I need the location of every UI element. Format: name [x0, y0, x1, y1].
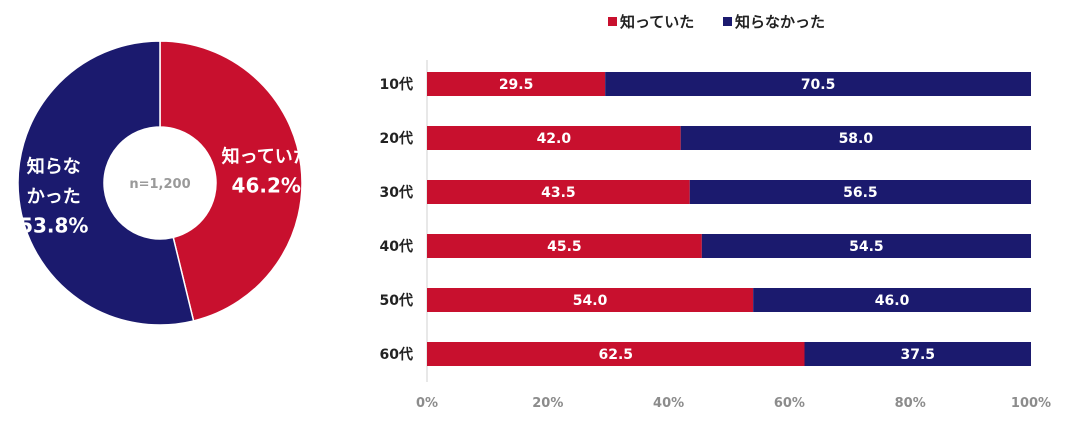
bar-label-0-0: 29.5 [499, 77, 534, 93]
donut-slice-label-0: 知っていた [222, 145, 311, 167]
category-label-0: 10代 [380, 76, 413, 93]
donut-slice-0 [159, 40, 303, 322]
bar-label-1-2: 56.5 [843, 185, 878, 201]
bar-label-0-3: 45.5 [547, 239, 582, 255]
bar-1-4 [753, 288, 1031, 312]
bar-1-5 [804, 342, 1031, 366]
category-label-1: 20代 [380, 130, 413, 147]
legend-swatch-0 [608, 17, 617, 26]
donut-slice-value-1: 53.8% [19, 214, 88, 238]
bar-1-2 [689, 180, 1031, 204]
bar-label-0-2: 43.5 [541, 185, 576, 201]
x-tick-label-2: 40% [653, 396, 684, 411]
donut-slice-1 [17, 40, 195, 326]
donut-slice-value-0: 46.2% [232, 173, 301, 197]
bar-0-0 [427, 72, 606, 96]
x-tick-label-1: 20% [532, 396, 563, 411]
bar-1-3 [701, 234, 1031, 258]
legend-label-1: 知らなかった [735, 13, 825, 31]
x-tick-label-5: 100% [1011, 396, 1051, 411]
category-label-4: 50代 [380, 292, 413, 309]
donut-center-label: n=1,200 [129, 177, 190, 192]
legend-label-0: 知っていた [620, 13, 694, 31]
x-tick-label-4: 80% [895, 396, 926, 411]
x-tick-label-0: 0% [416, 396, 438, 411]
bar-label-0-1: 42.0 [537, 131, 572, 147]
bar-1-1 [680, 126, 1031, 150]
category-label-3: 40代 [380, 238, 413, 255]
bar-label-1-4: 46.0 [875, 293, 910, 309]
bar-0-3 [427, 234, 702, 258]
bar-label-1-3: 54.5 [849, 239, 884, 255]
donut-slice-label-1: 知らな [27, 156, 81, 178]
bar-0-4 [427, 288, 754, 312]
stacked-bar-chart: 10代 29.5 70.5 20代 42.0 58.0 30代 43.5 56.5 40代 45.5… [380, 60, 1051, 411]
bar-0-2 [427, 180, 690, 204]
bar-label-1-5: 37.5 [900, 347, 935, 363]
x-tick-label-3: 60% [774, 396, 805, 411]
category-label-2: 30代 [380, 184, 413, 201]
bar-1-0 [605, 72, 1031, 96]
bar-0-5 [427, 342, 805, 366]
bar-label-0-4: 54.0 [573, 293, 608, 309]
donut-chart: 知っていた 46.2% 知らなかった 53.8% n=1,200 [17, 40, 311, 326]
bar-0-1 [427, 126, 681, 150]
bar-label-1-0: 70.5 [801, 77, 836, 93]
legend-swatch-1 [723, 17, 732, 26]
legend: 知っていた 知らなかった [608, 13, 825, 31]
donut-slice-label-1: かった [27, 187, 81, 208]
category-label-5: 60代 [380, 346, 413, 363]
bar-label-0-5: 62.5 [598, 347, 633, 363]
bar-label-1-1: 58.0 [839, 131, 874, 147]
